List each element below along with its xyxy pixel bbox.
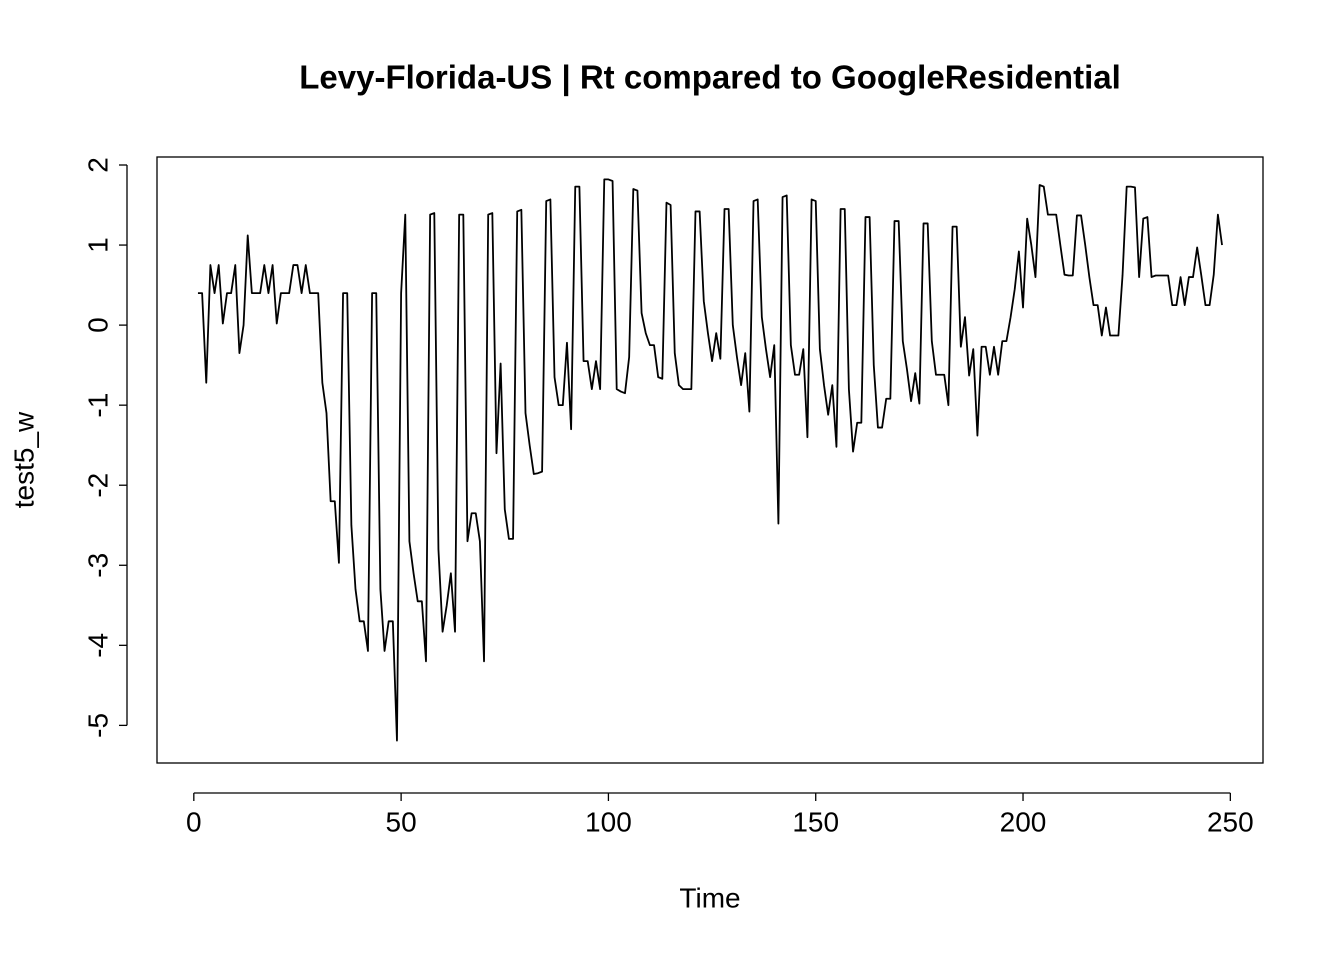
- y-tick-label: 2: [82, 157, 113, 173]
- x-tick-label: 150: [792, 806, 839, 837]
- y-axis-label: test5_w: [8, 411, 39, 508]
- x-tick-label: 0: [186, 806, 202, 837]
- y-tick-label: 1: [82, 237, 113, 253]
- data-line: [197, 178, 1223, 742]
- x-axis-label: Time: [679, 882, 740, 913]
- y-tick-label: -2: [82, 473, 113, 498]
- x-tick-label: 250: [1207, 806, 1254, 837]
- y-tick-label: -1: [82, 393, 113, 418]
- x-tick-label: 100: [585, 806, 632, 837]
- chart-title: Levy-Florida-US | Rt compared to GoogleR…: [299, 59, 1121, 96]
- y-tick-label: -4: [82, 633, 113, 658]
- y-tick-label: -5: [82, 713, 113, 738]
- x-tick-label: 200: [1000, 806, 1047, 837]
- plot-box: [156, 156, 1264, 764]
- y-tick-label: -3: [82, 553, 113, 578]
- y-tick-label: 0: [82, 317, 113, 333]
- x-tick-label: 50: [386, 806, 417, 837]
